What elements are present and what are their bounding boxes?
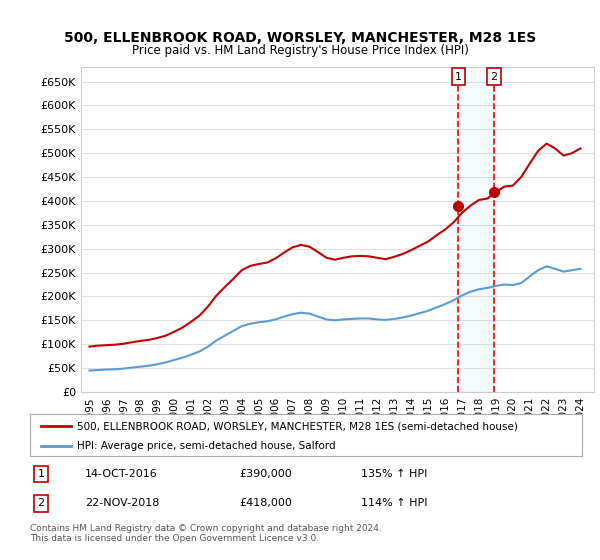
- Text: Contains HM Land Registry data © Crown copyright and database right 2024.
This d: Contains HM Land Registry data © Crown c…: [30, 524, 382, 543]
- Text: 14-OCT-2016: 14-OCT-2016: [85, 469, 158, 479]
- Text: HPI: Average price, semi-detached house, Salford: HPI: Average price, semi-detached house,…: [77, 441, 335, 451]
- Text: 1: 1: [455, 72, 462, 82]
- Text: £418,000: £418,000: [240, 498, 293, 508]
- Text: 500, ELLENBROOK ROAD, WORSLEY, MANCHESTER, M28 1ES (semi-detached house): 500, ELLENBROOK ROAD, WORSLEY, MANCHESTE…: [77, 421, 518, 431]
- Text: 500, ELLENBROOK ROAD, WORSLEY, MANCHESTER, M28 1ES: 500, ELLENBROOK ROAD, WORSLEY, MANCHESTE…: [64, 31, 536, 45]
- Text: Price paid vs. HM Land Registry's House Price Index (HPI): Price paid vs. HM Land Registry's House …: [131, 44, 469, 57]
- Text: 135% ↑ HPI: 135% ↑ HPI: [361, 469, 428, 479]
- Text: 22-NOV-2018: 22-NOV-2018: [85, 498, 160, 508]
- Text: 1: 1: [38, 469, 44, 479]
- Text: 114% ↑ HPI: 114% ↑ HPI: [361, 498, 428, 508]
- Text: 2: 2: [490, 72, 497, 82]
- Bar: [458, 67, 494, 392]
- Text: £390,000: £390,000: [240, 469, 293, 479]
- Text: 2: 2: [37, 498, 44, 508]
